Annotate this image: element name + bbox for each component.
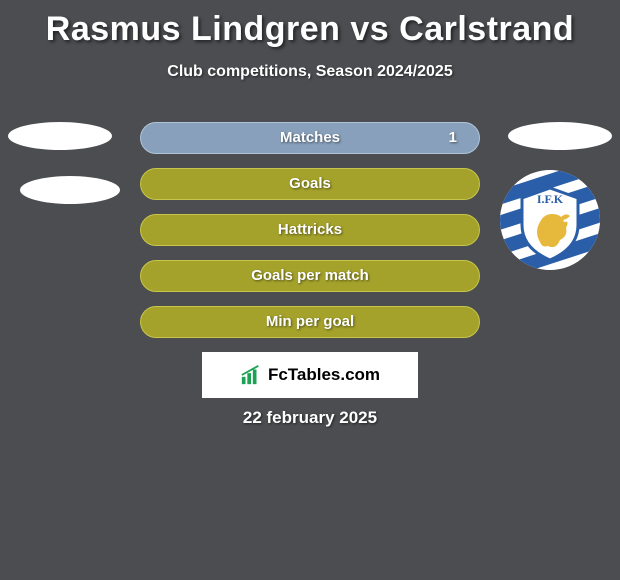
stat-row: Min per goal <box>0 306 620 338</box>
player-placeholder-ellipse <box>8 122 112 150</box>
date-text: 22 february 2025 <box>0 408 620 428</box>
page-title: Rasmus Lindgren vs Carlstrand <box>0 0 620 49</box>
bars-icon <box>240 364 262 386</box>
stat-bar: Goals per match <box>140 260 480 292</box>
stat-label: Hattricks <box>278 221 342 238</box>
stat-bar: Matches 1 <box>140 122 480 154</box>
site-logo-text: FcTables.com <box>268 365 380 385</box>
club-badge: I.F.K <box>500 170 600 270</box>
stat-value-right: 1 <box>449 123 457 152</box>
club-badge-svg: I.F.K <box>500 170 600 270</box>
stat-bar: Min per goal <box>140 306 480 338</box>
page-subtitle: Club competitions, Season 2024/2025 <box>0 63 620 81</box>
stat-bar: Goals <box>140 168 480 200</box>
club-badge-text: I.F.K <box>537 192 564 206</box>
stat-label: Goals per match <box>251 267 369 284</box>
player-placeholder-ellipse <box>20 176 120 204</box>
stat-label: Goals <box>289 175 331 192</box>
site-logo: FcTables.com <box>202 352 418 398</box>
stat-label: Matches <box>280 129 340 146</box>
stat-label: Min per goal <box>266 313 354 330</box>
right-player-ellipse <box>508 122 612 150</box>
stat-bar: Hattricks <box>140 214 480 246</box>
